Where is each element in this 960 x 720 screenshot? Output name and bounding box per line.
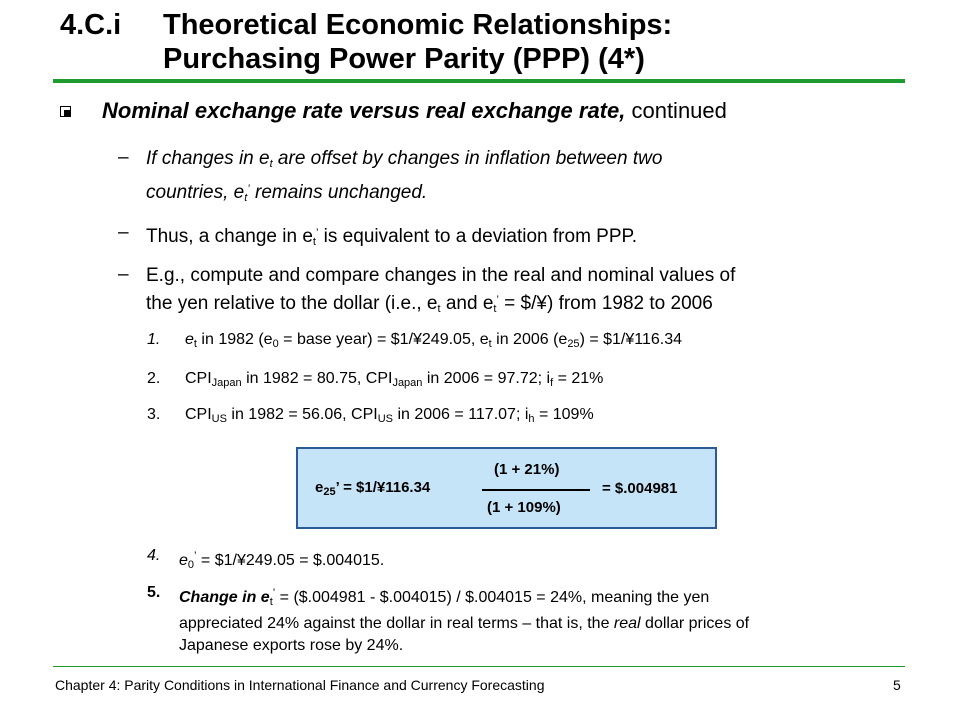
footer-chapter: Chapter 4: Parity Conditions in Internat… <box>55 677 545 693</box>
item-2-number: 2. <box>147 370 161 387</box>
dash2-text-b: is equivalent to a deviation from PPP. <box>318 226 638 247</box>
item-1-number: 1. <box>147 331 161 348</box>
item-4-sub: 0 <box>187 559 195 571</box>
slide-title-line-2: Purchasing Power Parity (PPP) (4*) <box>163 43 645 75</box>
item-3-c: in 2006 = 117.07; i <box>393 406 529 423</box>
item-2-b: in 1982 = 80.75, CPI <box>241 370 393 387</box>
dash-item-3: E.g., compute and compare changes in the… <box>146 263 906 322</box>
dash-marker-1: – <box>118 147 129 168</box>
item-4-text: e0’ = $1/¥249.05 = $.004015. <box>179 545 384 576</box>
item-5-number: 5. <box>147 584 161 601</box>
item-4-b: = $1/¥249.05 = $.004015. <box>196 552 385 569</box>
subscript-t: t <box>312 236 316 248</box>
item-3-sub1: US <box>211 413 227 425</box>
square-bullet-icon <box>60 106 71 117</box>
dash-marker-3: – <box>118 264 129 285</box>
equation-denominator: (1 + 109%) <box>487 499 561 516</box>
item-1-c: = base year) = $1/¥249.05, e <box>278 331 489 348</box>
item-2-sub1: Japan <box>211 377 242 389</box>
item-3-d: = 109% <box>534 406 594 423</box>
item-5-italic: real <box>613 615 641 632</box>
item-1-text: et in 1982 (e0 = base year) = $1/¥249.05… <box>185 329 682 355</box>
item-3-text: CPIUS in 1982 = 56.06, CPIUS in 2006 = 1… <box>185 404 594 430</box>
superscript-prime: ’ <box>247 183 250 195</box>
subscript-0: 0 <box>272 338 279 350</box>
subscript-t: t <box>493 303 497 315</box>
item-3-number: 3. <box>147 406 161 423</box>
superscript-prime: ’ <box>496 294 499 306</box>
item-2-a: CPI <box>185 370 212 387</box>
dash1-text-c: countries, e <box>146 182 245 203</box>
item-5-line2-end: dollar prices of <box>640 615 750 632</box>
equation-result: = $.004981 <box>602 480 678 497</box>
item-5-line2: appreciated 24% against the dollar in re… <box>179 615 614 632</box>
item-5-sub: t <box>269 596 273 608</box>
item-2-c: in 2006 = 97.72; i <box>422 370 551 387</box>
subscript-t: t <box>269 158 273 170</box>
item-5-b: = ($.004981 - $.004015) / $.004015 = 24%… <box>275 589 710 606</box>
superscript-prime: ’ <box>315 227 319 239</box>
equation-lhs-sub: 25 <box>323 486 336 498</box>
dash-item-1: If changes in et are offset by changes i… <box>146 146 906 211</box>
dash3-text-b: and e <box>440 293 494 314</box>
item-1-b: in 1982 (e <box>196 331 273 348</box>
subscript-25: 25 <box>567 338 580 350</box>
main-bullet-text: Nominal exchange rate versus real exchan… <box>102 97 727 125</box>
dash3-line-1: E.g., compute and compare changes in the… <box>146 265 736 286</box>
subscript-t: t <box>488 338 492 350</box>
item-5-text: Change in et’ = ($.004981 - $.004015) / … <box>179 582 909 657</box>
main-bullet-rest: continued <box>625 98 727 123</box>
footer-divider <box>53 666 905 667</box>
item-3-sub3: h <box>528 413 535 425</box>
slide-number: 4.C.i <box>60 9 122 41</box>
dash1-text-d: remains unchanged. <box>249 182 428 203</box>
item-1-d: in 2006 (e <box>491 331 568 348</box>
subscript-t: t <box>193 338 197 350</box>
item-5-bold: Change in e <box>179 589 270 606</box>
equation-lhs: e25’ = $1/¥116.34 <box>315 479 430 498</box>
main-bullet-emphasis: Nominal exchange rate versus real exchan… <box>102 98 626 123</box>
item-2-sub2: Japan <box>392 377 423 389</box>
item-2-d: = 21% <box>553 370 604 387</box>
equation-box: e25’ = $1/¥116.34 (1 + 21%) (1 + 109%) =… <box>296 447 717 529</box>
title-divider <box>53 79 905 83</box>
item-3-a: CPI <box>185 406 212 423</box>
slide-title-line-1: Theoretical Economic Relationships: <box>163 9 673 41</box>
item-4-number: 4. <box>147 547 161 564</box>
subscript-t: t <box>244 192 248 204</box>
footer-page-number: 5 <box>893 677 901 693</box>
item-4-sup: ’ <box>194 550 197 562</box>
item-3-sub2: US <box>377 413 394 425</box>
item-1-e: e <box>185 331 194 348</box>
dash-marker-2: – <box>118 222 129 243</box>
item-4-e: e <box>179 552 188 569</box>
dash3-text-c: = $/¥) from 1982 to 2006 <box>498 293 713 314</box>
item-2-text: CPIJapan in 1982 = 80.75, CPIJapan in 20… <box>185 368 603 394</box>
item-3-b: in 1982 = 56.06, CPI <box>226 406 378 423</box>
equation-lhs-e: e <box>315 479 324 496</box>
dash2-text-a: Thus, a change in e <box>146 226 313 247</box>
dash1-text-b: are offset by changes in inflation betwe… <box>272 148 663 169</box>
item-5-sup: ’ <box>272 587 276 599</box>
item-5-line3: Japanese exports rose by 24%. <box>179 637 404 654</box>
subscript-t: t <box>437 303 441 315</box>
dash3-text-a: the yen relative to the dollar (i.e., e <box>146 293 438 314</box>
dash1-text-a: If changes in e <box>146 148 270 169</box>
item-1-e-end: ) = $1/¥116.34 <box>579 331 683 348</box>
dash-item-2: Thus, a change in et’ is equivalent to a… <box>146 221 906 255</box>
equation-lhs-rest: ’ = $1/¥116.34 <box>335 479 431 496</box>
equation-numerator: (1 + 21%) <box>494 461 560 478</box>
fraction-bar <box>482 489 590 491</box>
item-2-sub3: f <box>550 377 554 389</box>
